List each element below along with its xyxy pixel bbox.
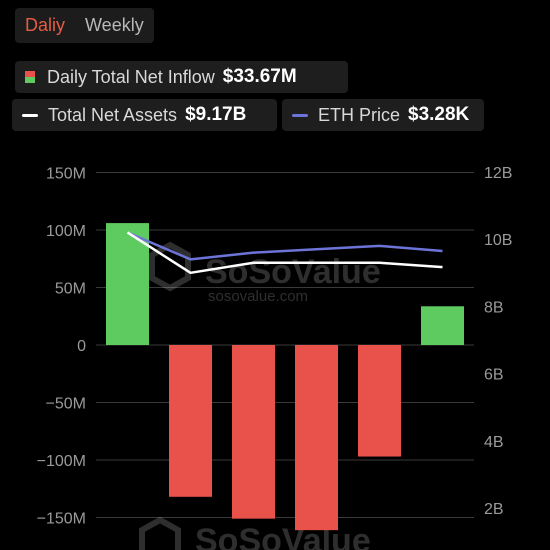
right-tick-label: 8B xyxy=(484,299,504,316)
right-tick-label: 6B xyxy=(484,367,504,384)
right-tick-label: 4B xyxy=(484,434,504,451)
left-tick-label: −50M xyxy=(46,396,86,413)
tab-weekly[interactable]: Weekly xyxy=(85,15,144,35)
watermark-logo-bottom-icon xyxy=(139,516,181,550)
period-tabs: Daliy Weekly xyxy=(15,8,154,43)
inflow-bar[interactable] xyxy=(106,223,149,345)
inflow-bar[interactable] xyxy=(421,306,464,345)
left-tick-label: 150M xyxy=(46,166,86,183)
inflow-bar[interactable] xyxy=(232,345,275,519)
tab-daily[interactable]: Daliy xyxy=(25,15,66,35)
left-tick-label: 50M xyxy=(55,281,86,298)
assets-line-icon xyxy=(22,113,38,117)
right-tick-label: 2B xyxy=(484,501,504,518)
eth-line-icon xyxy=(292,113,308,117)
legend-assets-value: $9.17B xyxy=(185,104,247,125)
left-tick-label: 0 xyxy=(77,338,86,355)
watermark-brand: SoSoValue xyxy=(205,253,381,291)
legend-inflow[interactable]: Daily Total Net Inflow $33.67M xyxy=(15,61,348,93)
watermark-logo-icon xyxy=(149,241,191,292)
legend-eth-label: ETH Price xyxy=(318,104,401,125)
left-tick-label: −100M xyxy=(37,453,86,470)
legend-assets-label: Total Net Assets xyxy=(48,104,178,125)
inflow-bar[interactable] xyxy=(358,345,401,457)
left-tick-label: 100M xyxy=(46,223,86,240)
inflow-swatch-icon xyxy=(25,71,35,83)
watermark-brand-bottom: SoSoValue xyxy=(195,522,371,550)
watermark-site: sosovalue.com xyxy=(208,288,308,305)
right-tick-label: 10B xyxy=(484,232,512,249)
legend-inflow-label: Daily Total Net Inflow xyxy=(47,66,215,87)
eth-price-line[interactable] xyxy=(127,231,443,261)
legend-assets[interactable]: Total Net Assets $9.17B xyxy=(12,99,277,131)
inflow-bar[interactable] xyxy=(295,345,338,531)
legend-eth[interactable]: ETH Price $3.28K xyxy=(282,99,484,131)
left-tick-label: −150M xyxy=(37,511,86,528)
legend-inflow-value: $33.67M xyxy=(222,66,297,87)
net-assets-line[interactable] xyxy=(126,231,443,275)
right-tick-label: 12B xyxy=(484,165,512,182)
inflow-bar[interactable] xyxy=(169,345,212,497)
legend-eth-value: $3.28K xyxy=(408,104,470,125)
